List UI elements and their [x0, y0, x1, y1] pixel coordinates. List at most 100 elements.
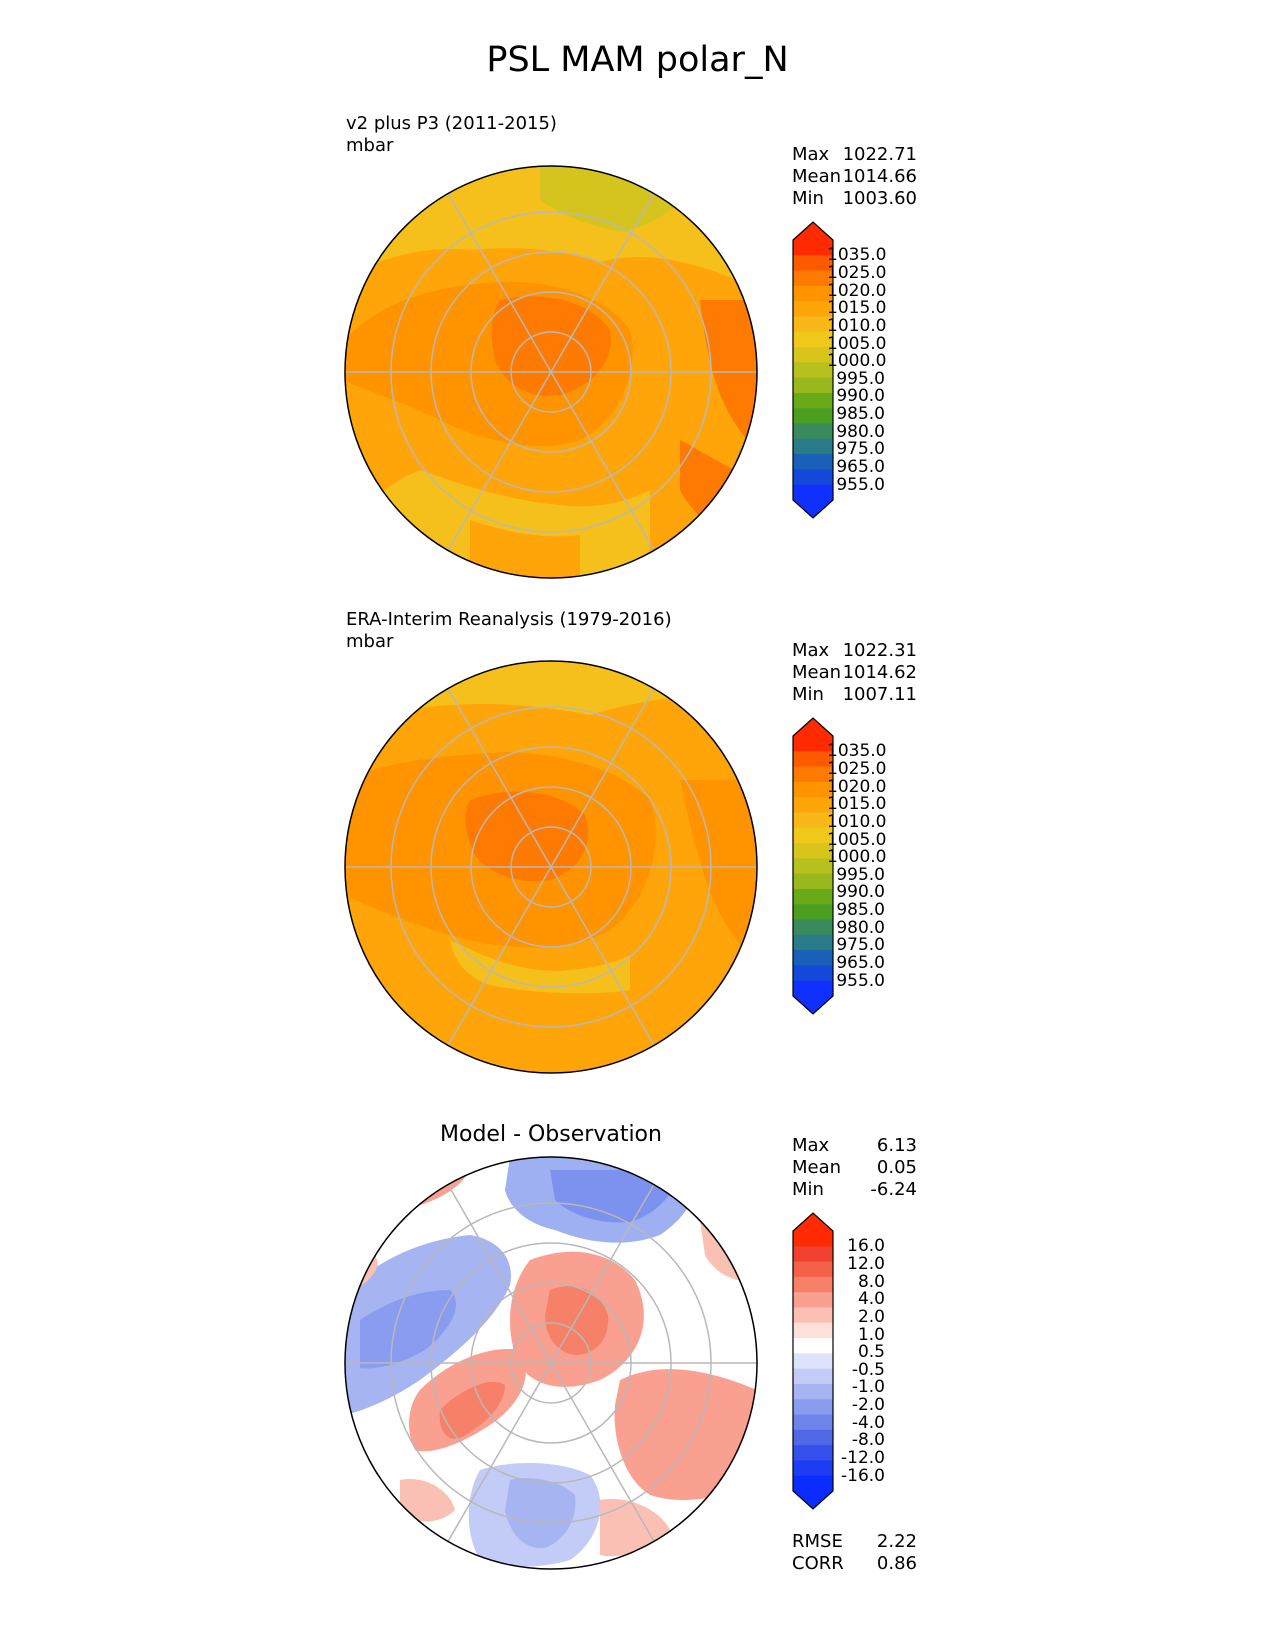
colorbar-tick-label: 955.0 — [836, 474, 885, 495]
stat-label: Max — [792, 1135, 830, 1156]
stat-value: 1003.60 — [842, 188, 917, 209]
colorbar-tick-label: 980.0 — [836, 421, 885, 442]
colorbar-tick-label: 1035.0 — [827, 741, 887, 762]
colorbar-segment — [793, 858, 833, 875]
meridian-line — [550, 193, 655, 373]
colorbar-tick-label: 16.0 — [847, 1236, 885, 1257]
metric-value: 2.22 — [876, 1531, 917, 1552]
colorbar-segment — [793, 1307, 833, 1324]
colorbar-segment — [793, 934, 833, 951]
colorbar-tick-label: 1000.0 — [827, 351, 887, 372]
colorbar-segment — [793, 1276, 833, 1293]
panel2-stats: Max 1022.31 Mean 1014.62 Min 1007.11 — [792, 640, 917, 706]
colorbar-tick-label: 975.0 — [836, 935, 885, 956]
colorbar-tick-label: 1035.0 — [827, 245, 887, 266]
panel2-dataset-name: ERA-Interim Reanalysis (1979-2016) — [346, 609, 672, 630]
panel3-metrics: RMSE 2.22 CORR 0.86 — [792, 1531, 917, 1575]
colorbar-segment — [793, 1429, 833, 1446]
stat-value: -6.24 — [870, 1179, 917, 1200]
colorbar-segment — [793, 331, 833, 348]
colorbar-tick-label: 985.0 — [836, 900, 885, 921]
colorbar-tick-label: 1015.0 — [827, 794, 887, 815]
colorbar-segment — [793, 751, 833, 768]
colorbar-segment — [793, 423, 833, 440]
graticule-2 — [345, 688, 757, 1046]
panel1-stats: Max 1022.71 Mean 1014.66 Min 1003.60 — [792, 144, 917, 210]
colorbar-segment — [793, 362, 833, 379]
colorbar-segment — [793, 980, 833, 997]
meridian-line — [447, 193, 552, 373]
colorbar-segment — [793, 1231, 833, 1247]
panel3-stats: Max 6.13 Mean 0.05 Min -6.24 — [792, 1135, 917, 1201]
meridian-line — [550, 688, 655, 868]
colorbar-tick-label: -4.0 — [851, 1412, 885, 1433]
stat-value: 6.13 — [876, 1135, 917, 1156]
graticule-3 — [345, 1184, 757, 1542]
figure-title: PSL MAM polar_N — [486, 40, 789, 80]
stat-value: 1007.11 — [842, 684, 917, 705]
colorbar-upper-arrow — [793, 222, 833, 240]
metric-label: RMSE — [792, 1531, 843, 1552]
colorbar-segment — [793, 240, 833, 256]
colorbar-tick-label: 1020.0 — [827, 280, 887, 301]
colorbar-tick-label: 965.0 — [836, 953, 885, 974]
colorbar-tick-label: -12.0 — [841, 1448, 885, 1469]
colorbar-tick-label: 2.0 — [857, 1306, 885, 1327]
stat-value: 1022.31 — [842, 640, 917, 661]
metric-label: CORR — [792, 1553, 844, 1574]
colorbar-tick-label: 0.5 — [857, 1342, 885, 1363]
colorbar-tick-label: -2.0 — [851, 1395, 885, 1416]
colorbar-segment — [793, 454, 833, 470]
colorbar-outline — [792, 1212, 834, 1510]
panel1-units: mbar — [346, 135, 394, 156]
colorbar-segment — [793, 919, 833, 936]
panel2-title: ERA-Interim Reanalysis (1979-2016) mbar — [346, 609, 672, 653]
colorbar-segment — [793, 888, 833, 905]
colorbar-tick-label: 985.0 — [836, 404, 885, 425]
colorbar-segment — [793, 255, 833, 272]
meridian-line — [447, 1362, 552, 1542]
colorbar-tick-label: 990.0 — [836, 882, 885, 903]
stat-label: Mean — [792, 166, 842, 187]
colorbar-1 — [792, 221, 834, 519]
meridian-line — [447, 371, 552, 551]
meridian-line — [550, 1362, 655, 1542]
meridian-line — [447, 866, 552, 1046]
stat-label: Mean — [792, 662, 842, 683]
colorbar-segment — [793, 965, 833, 982]
colorbar-segment — [793, 1368, 833, 1385]
colorbar-segment — [793, 843, 833, 859]
meridian-line — [550, 1184, 655, 1364]
colorbar-tick-label: 1005.0 — [827, 333, 887, 354]
colorbar-segment — [793, 270, 833, 287]
colorbar-segment — [793, 873, 833, 890]
stat-label: Min — [792, 188, 824, 209]
colorbar-lower-arrow — [793, 996, 833, 1014]
map-border — [344, 1156, 758, 1570]
colorbar-upper-arrow — [793, 718, 833, 736]
colorbar-tick-label: 965.0 — [836, 457, 885, 478]
colorbar-tick-label: -8.0 — [851, 1430, 885, 1451]
colorbar-segment — [793, 1460, 833, 1477]
colorbar-segment — [793, 1322, 833, 1339]
stat-label: Max — [792, 144, 830, 165]
graticule-1 — [345, 193, 757, 551]
colorbar-segment — [793, 316, 833, 333]
colorbar-segment — [793, 408, 833, 425]
colorbar-tick-label: 980.0 — [836, 917, 885, 938]
colorbar-segment — [793, 812, 833, 829]
meridian-line — [550, 866, 655, 1046]
colorbar-tick-label: 1010.0 — [827, 315, 887, 336]
colorbar-tick-label: 4.0 — [857, 1289, 885, 1310]
colorbar-segment — [793, 1475, 833, 1492]
colorbar-tick-label: 1.0 — [857, 1324, 885, 1345]
colorbar-tick-label: 1020.0 — [827, 776, 887, 797]
colorbar-segment — [793, 797, 833, 813]
colorbar-tick-label: 1025.0 — [827, 262, 887, 283]
stat-value: 1022.71 — [842, 144, 917, 165]
colorbar-segment — [793, 438, 833, 455]
colorbar-segment — [793, 1399, 833, 1416]
colorbars — [792, 221, 834, 1510]
stat-value: 1014.62 — [842, 662, 917, 683]
